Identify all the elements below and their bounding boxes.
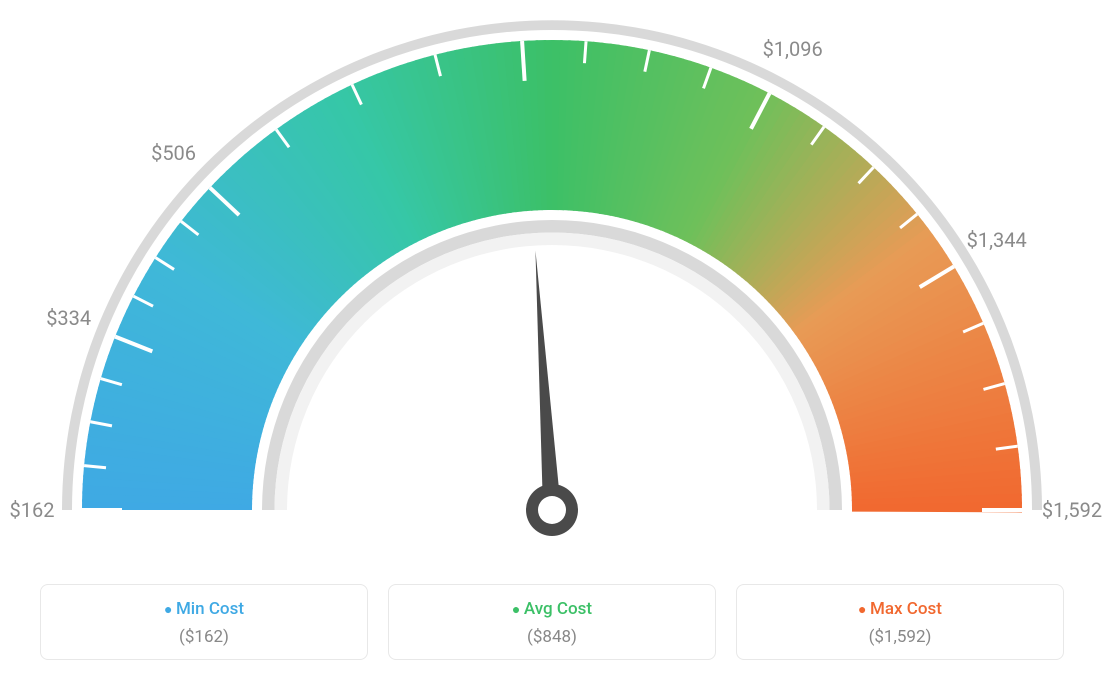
tick-label: $506 [151, 141, 196, 165]
legend-value-avg: ($848) [389, 627, 715, 647]
tick-label: $848 [496, 0, 541, 3]
legend-title-max: Max Cost [737, 599, 1063, 619]
legend-title-avg: Avg Cost [389, 599, 715, 619]
tick-label: $1,592 [1042, 498, 1102, 522]
legend-value-max: ($1,592) [737, 627, 1063, 647]
legend-row: Min Cost ($162) Avg Cost ($848) Max Cost… [40, 584, 1064, 660]
gauge-svg [0, 0, 1104, 560]
tick-label: $1,096 [763, 37, 823, 61]
gauge-area: $162 $334 $506 $848 $1,096 $1,344 $1,592 [0, 0, 1104, 560]
legend-value-min: ($162) [41, 627, 367, 647]
legend-card-max: Max Cost ($1,592) [736, 584, 1064, 660]
tick-label: $162 [10, 498, 55, 522]
tick-label: $334 [46, 306, 91, 330]
tick-label: $1,344 [967, 228, 1027, 252]
legend-title-min: Min Cost [41, 599, 367, 619]
legend-card-min: Min Cost ($162) [40, 584, 368, 660]
legend-card-avg: Avg Cost ($848) [388, 584, 716, 660]
chart-container: $162 $334 $506 $848 $1,096 $1,344 $1,592 Min C… [0, 0, 1104, 690]
